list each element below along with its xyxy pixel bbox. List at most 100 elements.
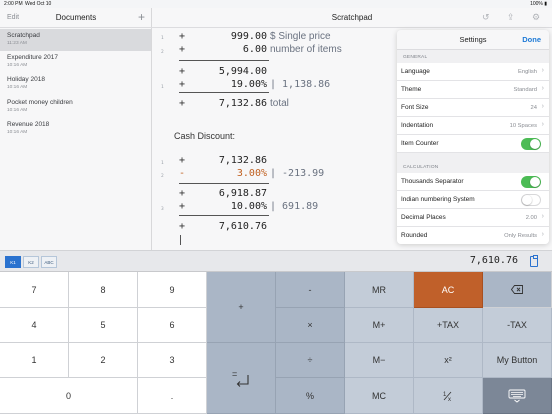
key-0[interactable]: 0 bbox=[0, 378, 138, 414]
setting-value: Standard bbox=[513, 86, 537, 93]
keyboard-hide-icon bbox=[508, 389, 526, 403]
document-item-holiday-2018[interactable]: Holiday 2018 10:16 AM bbox=[0, 73, 151, 95]
svg-text:1: 1 bbox=[443, 392, 447, 398]
setting-theme[interactable]: Theme Standard › bbox=[397, 81, 549, 99]
line-operator: + bbox=[179, 201, 186, 212]
setting-indentation[interactable]: Indentation 10 Spaces › bbox=[397, 117, 549, 135]
key-5[interactable]: 5 bbox=[69, 308, 138, 343]
memory-tab-abc[interactable]: ABC bbox=[41, 256, 57, 268]
key-minus-tax[interactable]: -TAX bbox=[483, 308, 552, 343]
line-value: 6.00 bbox=[242, 44, 267, 55]
key-memory-clear[interactable]: MC bbox=[345, 378, 414, 414]
document-timestamp: 11:23 AM bbox=[7, 41, 27, 46]
thousands-separator-toggle[interactable] bbox=[521, 176, 541, 188]
settings-header: Settings Done bbox=[397, 30, 549, 50]
setting-label: Language bbox=[401, 68, 430, 75]
key-my-button[interactable]: My Button bbox=[483, 343, 552, 378]
chevron-right-icon: › bbox=[541, 103, 544, 110]
key-all-clear[interactable]: AC bbox=[414, 272, 483, 308]
document-item-expenditure-2017[interactable]: Expenditure 2017 10:16 AM bbox=[0, 51, 151, 73]
key-equals[interactable]: = bbox=[207, 343, 276, 414]
battery-indicator: 100% ▮ bbox=[530, 1, 547, 7]
editor-title: Scratchpad bbox=[331, 13, 373, 22]
document-item-revenue-2018[interactable]: Revenue 2018 10:16 AM bbox=[0, 118, 151, 140]
key-2[interactable]: 2 bbox=[69, 343, 138, 378]
line-operator: + bbox=[179, 98, 186, 109]
key-decimal[interactable]: . bbox=[138, 378, 207, 414]
key-square[interactable]: x² bbox=[414, 343, 483, 378]
document-name: Scratchpad bbox=[7, 32, 40, 39]
setting-rounded[interactable]: Rounded Only Results › bbox=[397, 227, 549, 244]
key-memory-plus[interactable]: M+ bbox=[345, 308, 414, 343]
toggle-knob bbox=[530, 177, 540, 187]
sidebar-header: Documents Edit + bbox=[0, 8, 152, 28]
indian-numbering-toggle[interactable] bbox=[521, 194, 541, 206]
document-timestamp: 10:16 AM bbox=[7, 85, 28, 90]
setting-item-counter: Item Counter bbox=[397, 135, 549, 153]
key-3[interactable]: 3 bbox=[138, 343, 207, 378]
line-note: | -213.99 bbox=[270, 168, 325, 179]
toggle-knob bbox=[522, 195, 532, 205]
setting-decimal-places[interactable]: Decimal Places 2.00 › bbox=[397, 209, 549, 227]
line-number: 2 bbox=[161, 174, 164, 179]
setting-language[interactable]: Language English › bbox=[397, 63, 549, 81]
key-divide[interactable]: ÷ bbox=[276, 343, 345, 378]
key-8[interactable]: 8 bbox=[69, 272, 138, 308]
chevron-right-icon: › bbox=[541, 231, 544, 238]
memory-tab-k2[interactable]: K2 bbox=[23, 256, 39, 268]
setting-label: Thousands Separator bbox=[401, 178, 464, 185]
document-name: Revenue 2018 bbox=[7, 121, 50, 128]
line-number: 1 bbox=[161, 85, 164, 90]
document-item-pocket-money[interactable]: Pocket money children 10:16 AM bbox=[0, 96, 151, 118]
display-bar: K1 K2 ABC 7,610.76 bbox=[0, 250, 552, 272]
key-memory-recall[interactable]: MR bbox=[345, 272, 414, 308]
setting-label: Item Counter bbox=[401, 140, 439, 147]
line-value: 7,132.86 bbox=[218, 98, 267, 109]
settings-icon[interactable]: ⚙ bbox=[532, 12, 541, 22]
memory-tab-k1[interactable]: K1 bbox=[5, 256, 21, 268]
setting-value: 24 bbox=[530, 104, 537, 111]
undo-icon[interactable]: ↺ bbox=[482, 12, 490, 22]
line-note: number of items bbox=[270, 44, 342, 55]
done-button[interactable]: Done bbox=[522, 35, 541, 44]
setting-font-size[interactable]: Font Size 24 › bbox=[397, 99, 549, 117]
total-divider bbox=[179, 92, 269, 93]
chevron-right-icon: › bbox=[541, 85, 544, 92]
line-note: $ Single price bbox=[270, 31, 331, 42]
calculator-keypad: 7 8 9 4 5 6 1 2 3 0 . + = - × ÷ % MR M+ … bbox=[0, 272, 552, 414]
status-date: Wed Oct 10 bbox=[25, 1, 52, 7]
line-number: 1 bbox=[161, 161, 164, 166]
line-number: 2 bbox=[161, 50, 164, 55]
key-6[interactable]: 6 bbox=[138, 308, 207, 343]
edit-button[interactable]: Edit bbox=[7, 14, 20, 21]
key-memory-minus[interactable]: M− bbox=[345, 343, 414, 378]
equals-enter-icon: = bbox=[232, 369, 249, 387]
item-counter-toggle[interactable] bbox=[521, 138, 541, 150]
setting-value: English bbox=[517, 68, 537, 75]
key-plus-tax[interactable]: +TAX bbox=[414, 308, 483, 343]
key-4[interactable]: 4 bbox=[0, 308, 69, 343]
key-percent[interactable]: % bbox=[276, 378, 345, 414]
line-value: 19.00% bbox=[230, 79, 267, 90]
key-9[interactable]: 9 bbox=[138, 272, 207, 308]
key-backspace[interactable] bbox=[483, 272, 552, 308]
reciprocal-icon: 1 x bbox=[443, 391, 452, 403]
clipboard-icon[interactable] bbox=[530, 255, 538, 267]
key-reciprocal[interactable]: 1 x bbox=[414, 378, 483, 414]
add-document-button[interactable]: + bbox=[137, 10, 145, 24]
calculation-paper[interactable]: 1 + 999.00 $ Single price 2 + 6.00 numbe… bbox=[152, 28, 397, 250]
share-icon[interactable]: ⇪ bbox=[507, 12, 515, 22]
key-1[interactable]: 1 bbox=[0, 343, 69, 378]
key-minus[interactable]: - bbox=[276, 272, 345, 308]
key-hide-keyboard[interactable] bbox=[483, 378, 552, 414]
setting-label: Decimal Places bbox=[401, 214, 446, 221]
key-plus[interactable]: + bbox=[207, 272, 276, 343]
key-7[interactable]: 7 bbox=[0, 272, 69, 308]
key-multiply[interactable]: × bbox=[276, 308, 345, 343]
documents-sidebar: Documents Edit + Scratchpad 11:23 AM Exp… bbox=[0, 8, 152, 250]
setting-label: Theme bbox=[401, 86, 422, 93]
text-cursor bbox=[180, 235, 181, 245]
line-number: 3 bbox=[161, 207, 164, 212]
document-item-scratchpad[interactable]: Scratchpad 11:23 AM bbox=[0, 29, 151, 51]
result-display: 7,610.76 bbox=[469, 255, 518, 266]
